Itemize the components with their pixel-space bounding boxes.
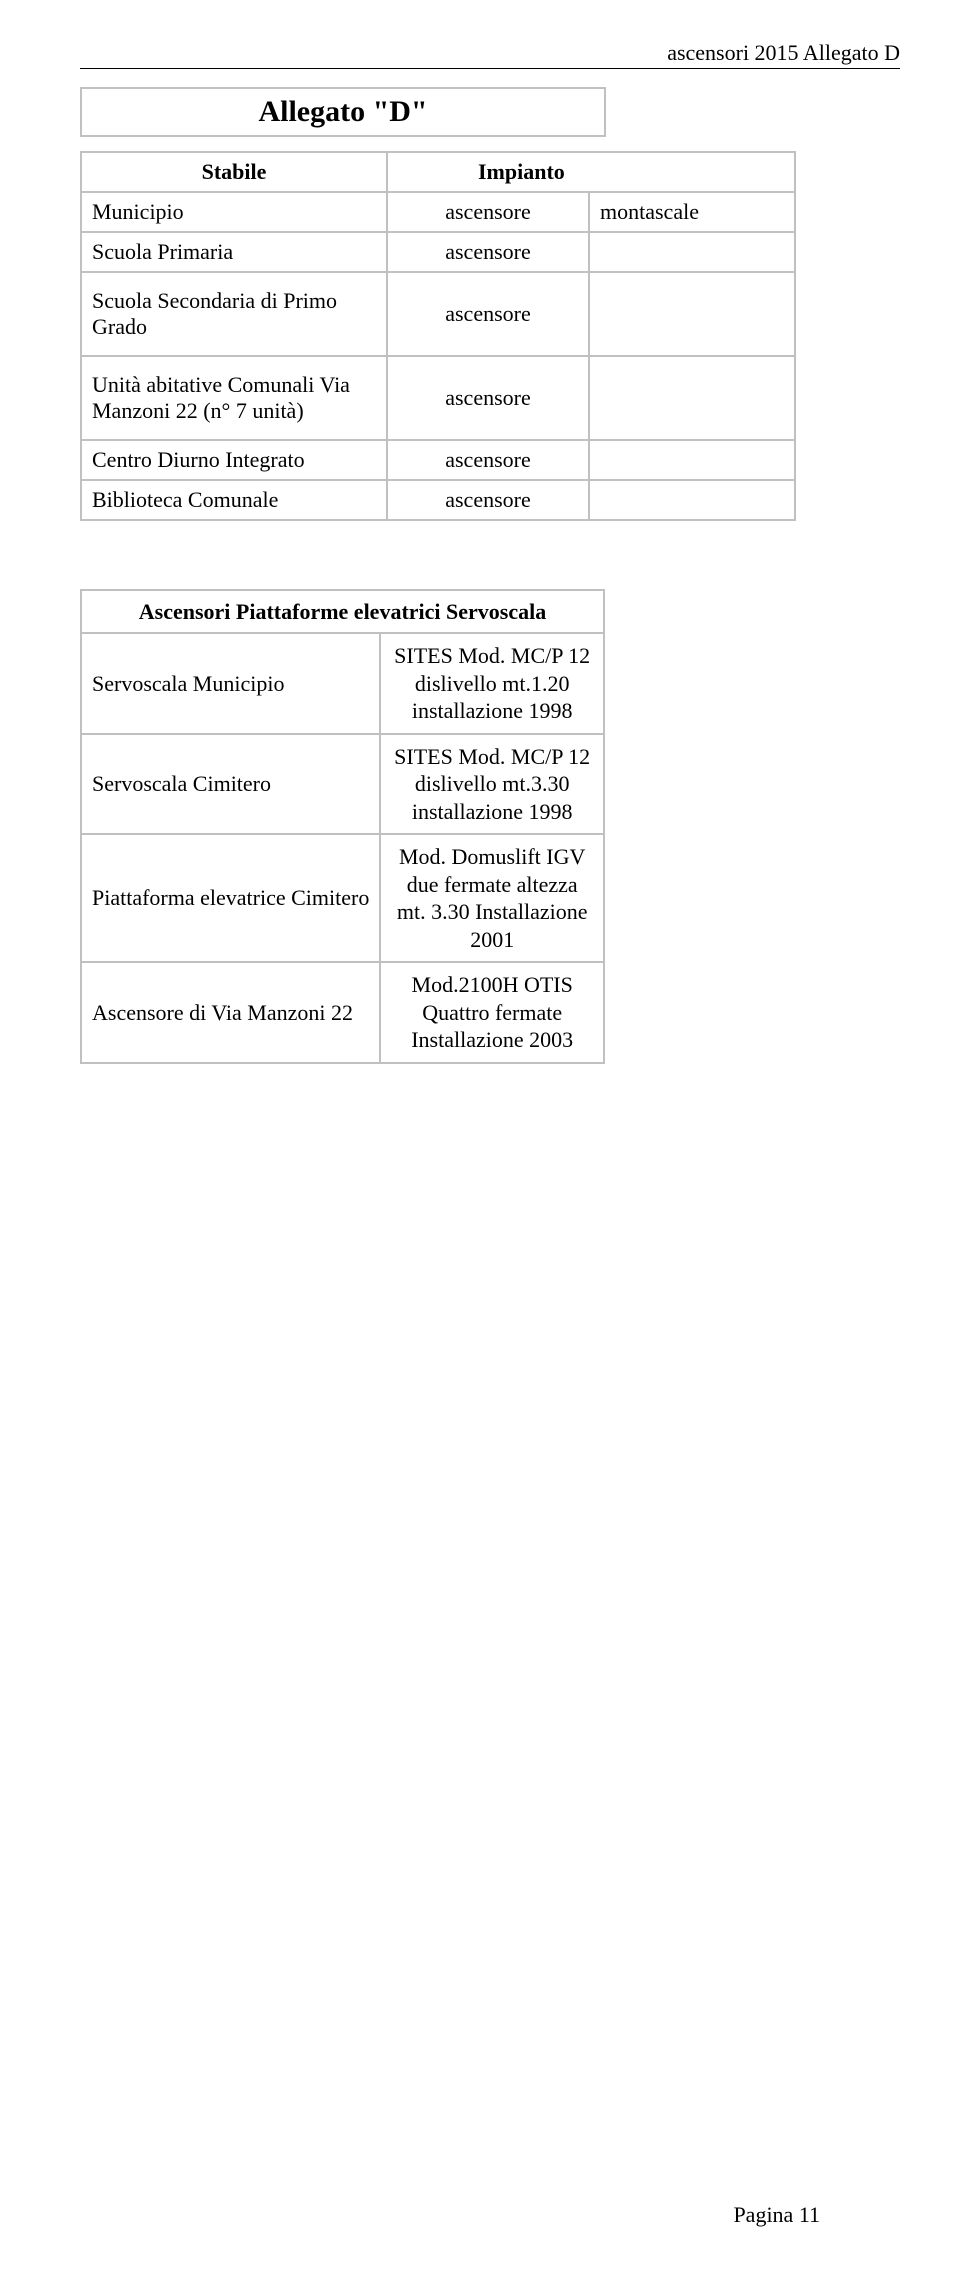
cell-extra <box>589 440 795 480</box>
table-row: Municipio ascensore montascale <box>81 192 795 232</box>
col-header-impianto: Impianto <box>387 152 795 192</box>
cell-impianto: ascensore <box>387 192 589 232</box>
cell-impianto: ascensore <box>387 480 589 520</box>
cell-desc: SITES Mod. MC/P 12 dislivello mt.1.20 in… <box>380 633 604 734</box>
cell-impianto: ascensore <box>387 356 589 440</box>
document-page: ascensori 2015 Allegato D Allegato "D" S… <box>0 0 960 2288</box>
cell-name: Piattaforma elevatrice Cimitero <box>81 834 380 962</box>
cell-extra <box>589 480 795 520</box>
cell-name: Servoscala Cimitero <box>81 734 380 835</box>
table-row: Biblioteca Comunale ascensore <box>81 480 795 520</box>
table-row: Unità abitative Comunali Via Manzoni 22 … <box>81 356 795 440</box>
cell-impianto: ascensore <box>387 232 589 272</box>
spacer <box>80 545 900 589</box>
table-row: Piattaforma elevatrice Cimitero Mod. Dom… <box>81 834 604 962</box>
cell-extra <box>589 232 795 272</box>
table-row: Scuola Secondaria di Primo Grado ascenso… <box>81 272 795 356</box>
cell-stabile: Scuola Secondaria di Primo Grado <box>81 272 387 356</box>
cell-impianto: ascensore <box>387 440 589 480</box>
stabile-impianto-table: Stabile Impianto Municipio ascensore mon… <box>80 151 796 521</box>
header-right-text: ascensori 2015 Allegato D <box>80 40 900 66</box>
cell-desc: Mod. Domuslift IGV due fermate altezza m… <box>380 834 604 962</box>
table-header-row: Stabile Impianto <box>81 152 795 192</box>
cell-extra <box>589 272 795 356</box>
cell-stabile: Biblioteca Comunale <box>81 480 387 520</box>
table-row: Centro Diurno Integrato ascensore <box>81 440 795 480</box>
ascensori-title: Ascensori Piattaforme elevatrici Servosc… <box>81 590 604 633</box>
cell-extra: montascale <box>589 192 795 232</box>
cell-stabile: Unità abitative Comunali Via Manzoni 22 … <box>81 356 387 440</box>
ascensori-title-row: Ascensori Piattaforme elevatrici Servosc… <box>81 590 604 633</box>
cell-impianto: ascensore <box>387 272 589 356</box>
cell-desc: SITES Mod. MC/P 12 dislivello mt.3.30 in… <box>380 734 604 835</box>
table-row: Servoscala Municipio SITES Mod. MC/P 12 … <box>81 633 604 734</box>
cell-stabile: Scuola Primaria <box>81 232 387 272</box>
ascensori-table: Ascensori Piattaforme elevatrici Servosc… <box>80 589 605 1064</box>
cell-stabile: Municipio <box>81 192 387 232</box>
cell-name: Ascensore di Via Manzoni 22 <box>81 962 380 1063</box>
col-header-stabile: Stabile <box>81 152 387 192</box>
page-footer: Pagina 11 <box>733 2202 820 2228</box>
cell-extra <box>589 356 795 440</box>
table-row: Servoscala Cimitero SITES Mod. MC/P 12 d… <box>81 734 604 835</box>
table-row: Scuola Primaria ascensore <box>81 232 795 272</box>
allegato-title: Allegato "D" <box>80 87 606 137</box>
header-divider <box>80 68 900 69</box>
cell-stabile: Centro Diurno Integrato <box>81 440 387 480</box>
table-row: Ascensore di Via Manzoni 22 Mod.2100H OT… <box>81 962 604 1063</box>
cell-desc: Mod.2100H OTIS Quattro fermate Installaz… <box>380 962 604 1063</box>
cell-name: Servoscala Municipio <box>81 633 380 734</box>
